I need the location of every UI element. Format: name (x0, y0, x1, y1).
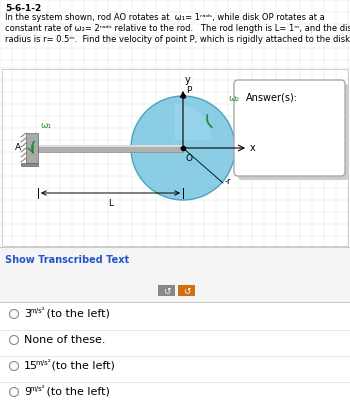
Bar (2, 69, 348, 246)
Text: 15: 15 (24, 361, 38, 371)
Text: ω₂: ω₂ (228, 94, 239, 103)
Bar (38, 145, 183, 147)
Bar (0, 0, 350, 68)
Text: 5-6-1-2: 5-6-1-2 (5, 4, 41, 13)
Text: ω₁: ω₁ (40, 121, 51, 130)
Text: m/s²: m/s² (30, 308, 46, 315)
Bar (178, 285, 195, 296)
Bar (21, 163, 38, 166)
Bar (38, 145, 183, 152)
Text: ↺: ↺ (183, 286, 190, 295)
Text: O: O (186, 154, 193, 163)
Bar (0, 68, 350, 247)
Bar (0, 302, 350, 408)
Text: L: L (108, 199, 113, 208)
Text: radius is r= 0.5ᵐ.  Find the velocity of point P, which is rigidly attached to t: radius is r= 0.5ᵐ. Find the velocity of … (5, 35, 350, 44)
Text: (to the left): (to the left) (48, 361, 115, 371)
Text: m/s²: m/s² (36, 359, 51, 366)
Circle shape (9, 335, 19, 344)
Circle shape (9, 310, 19, 319)
Text: (to the left): (to the left) (43, 309, 110, 319)
Text: Answer(s):: Answer(s): (246, 92, 298, 102)
Text: ↺: ↺ (163, 286, 170, 295)
Text: (to the left): (to the left) (43, 387, 110, 397)
Circle shape (9, 361, 19, 370)
Text: A: A (15, 144, 21, 153)
FancyBboxPatch shape (234, 80, 345, 176)
Text: -r: -r (225, 177, 231, 186)
Text: P: P (186, 86, 191, 95)
Text: y: y (185, 75, 191, 85)
Wedge shape (175, 104, 211, 140)
Bar (26, 133, 38, 163)
Text: 9: 9 (24, 387, 31, 397)
Text: m/s²: m/s² (30, 386, 46, 392)
Circle shape (131, 96, 235, 200)
Bar (158, 285, 175, 296)
Text: Show Transcribed Text: Show Transcribed Text (5, 255, 129, 265)
Text: x: x (250, 143, 256, 153)
Text: None of these.: None of these. (24, 335, 105, 345)
Circle shape (9, 388, 19, 397)
Text: constant rate of ω₂= 2ʳᵃᵈˢ relative to the rod.   The rod length is L= 1ᵐ, and t: constant rate of ω₂= 2ʳᵃᵈˢ relative to t… (5, 24, 350, 33)
Text: In the system shown, rod AO rotates at  ω₁= 1ʳᵃᵈˢ, while disk OP rotates at a: In the system shown, rod AO rotates at ω… (5, 13, 325, 22)
Text: 3: 3 (24, 309, 31, 319)
FancyBboxPatch shape (238, 84, 349, 180)
